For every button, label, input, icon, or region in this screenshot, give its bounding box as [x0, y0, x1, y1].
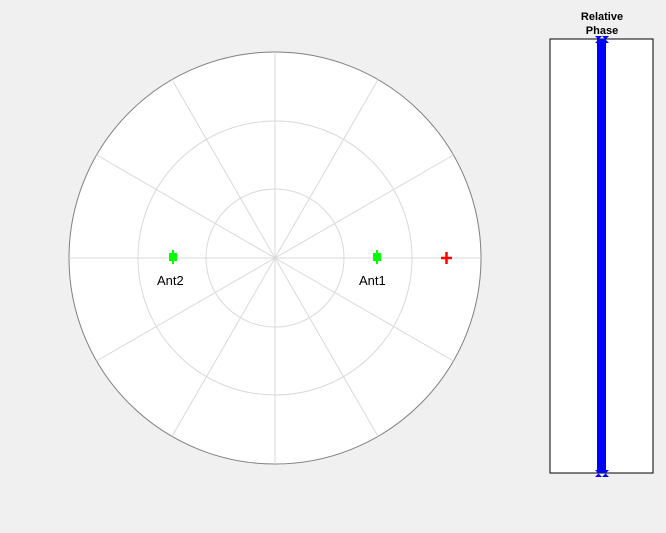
polar-grid-spoke — [171, 257, 276, 437]
target-marker — [441, 252, 452, 264]
polar-grid-spoke — [96, 154, 276, 259]
phase-panel: Relative Phase — [549, 11, 654, 477]
phase-bar-bottom-marker — [595, 470, 609, 477]
antenna-ant2-label: Ant2 — [157, 273, 184, 288]
polar-grid — [69, 52, 481, 464]
polar-grid-spoke — [274, 154, 454, 259]
phase-title-line2: Phase — [586, 25, 618, 37]
polar-grid-spoke — [96, 257, 276, 362]
polar-plot: Ant1 Ant2 — [68, 51, 482, 465]
antenna-ant1-label: Ant1 — [359, 273, 386, 288]
polar-grid-spoke — [274, 257, 454, 362]
phase-title-line1: Relative — [581, 11, 623, 23]
polar-grid-spoke — [171, 79, 276, 259]
polar-grid-spoke — [274, 79, 379, 259]
antenna-ant2: Ant2 — [157, 250, 184, 288]
antenna-ant1: Ant1 — [359, 250, 386, 288]
phase-bar — [597, 39, 606, 473]
polar-grid-spoke — [274, 257, 379, 437]
phase-bar-top-marker — [595, 36, 609, 43]
